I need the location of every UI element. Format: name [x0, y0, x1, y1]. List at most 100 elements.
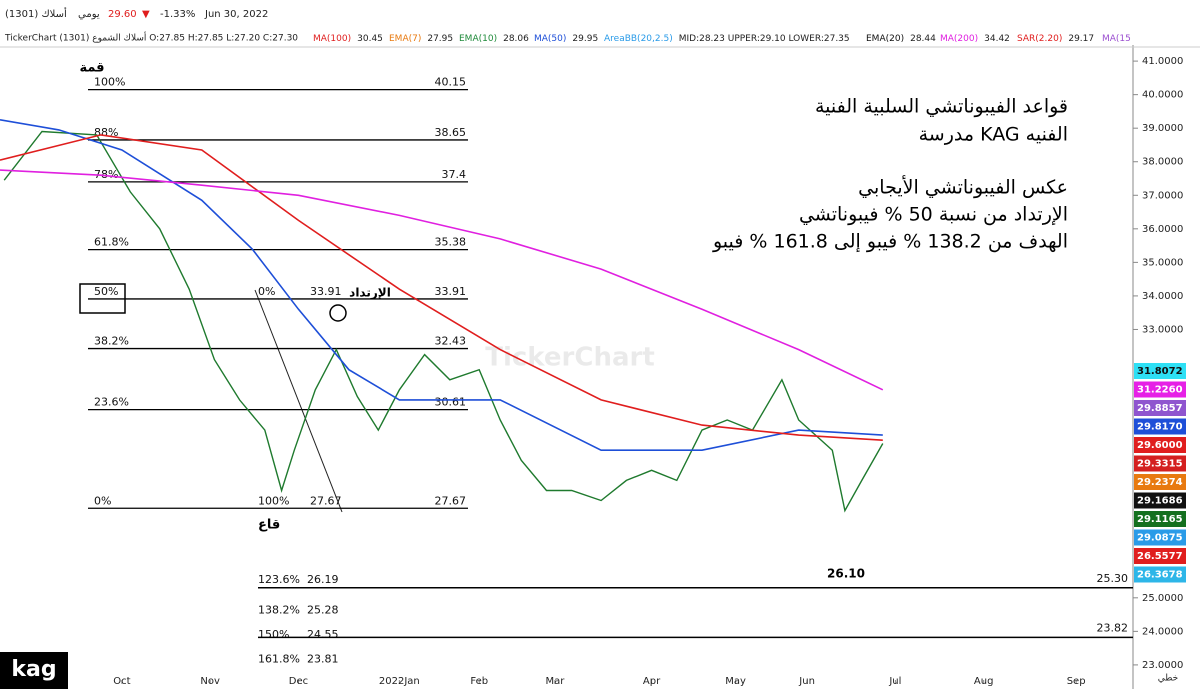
y-tick-label: 33.0000 [1142, 324, 1183, 335]
indicator-name: AreaBB(20,2.5) [604, 34, 673, 44]
fib-ext-value: 27.67 [310, 494, 342, 507]
price-label-box [1134, 400, 1186, 416]
price-label: 29.8170 [1137, 422, 1183, 433]
x-tick-label: Apr [643, 676, 661, 687]
annotation: الإرتداد من نسبة 50 % فيبوناتشي [799, 204, 1068, 226]
trend-line [99, 91, 441, 473]
fib-value-label: 38.65 [435, 126, 467, 139]
bounce-label: الإرتداد [349, 286, 391, 300]
indicator-name: EMA(10) [459, 34, 497, 44]
price-label: 29.2374 [1137, 477, 1183, 488]
change-arrow: ▼ [142, 9, 150, 20]
fib-ext-label: 161.8% [258, 653, 300, 666]
fib-ext-label: 0% [258, 285, 275, 298]
price-label-box [1134, 437, 1186, 453]
price-label-box [1134, 418, 1186, 435]
indicator: MA(15 [1102, 34, 1131, 44]
fib-ext-value: 25.28 [307, 603, 339, 616]
indicator-value: 27.95 [427, 34, 453, 44]
indicator-value: 28.44 [910, 34, 936, 44]
fib-ext-label: 100% [258, 494, 289, 507]
target-label: 23.82 [1097, 621, 1129, 634]
indicator-value: 28.06 [503, 34, 529, 44]
fib-value-label: 30.61 [435, 396, 467, 409]
y-tick-label: 36.0000 [1142, 224, 1183, 235]
price-label-box [1134, 529, 1186, 546]
fib-level-label: 78% [94, 168, 118, 181]
fib-value-label: 32.43 [435, 335, 467, 348]
x-tick-label: May [725, 676, 746, 687]
indicator-name: SAR(2.20) [1017, 34, 1062, 44]
brand: kag [11, 657, 56, 682]
series-line [0, 134, 883, 441]
price-label-box [1134, 492, 1186, 509]
fib-ext-value: 23.81 [307, 653, 339, 666]
x-tick-label: Feb [470, 676, 488, 687]
indicator-value: 29.95 [572, 34, 598, 44]
symbol-name: (1301) أسلاك [5, 7, 67, 20]
indicator: SAR(2.20) 29.17 [1017, 34, 1094, 44]
y-tick-label: 25.0000 [1142, 593, 1183, 604]
indicator-value: MID:28.23 UPPER:29.10 LOWER:27.35 [679, 34, 850, 44]
fib-level-label: 0% [94, 494, 111, 507]
price-label: 26.3678 [1137, 570, 1183, 581]
x-tick-label: Mar [545, 676, 565, 687]
x-tick-label: Sep [1067, 676, 1086, 687]
annotation: عكس الفيبوناتشي الأيجابي [858, 176, 1068, 199]
indicator: MA(100) 30.45 [313, 34, 383, 44]
y-tick-label: 39.0000 [1142, 123, 1183, 134]
last-price: 29.60 [108, 9, 137, 20]
indicator: MA(50) 29.95 [534, 34, 598, 44]
price-label-box [1134, 548, 1186, 564]
series-line [3, 130, 884, 513]
fib-ext-label: 150% [258, 628, 289, 641]
y-tick-label: 23.0000 [1142, 660, 1183, 671]
price-label: 29.0875 [1137, 533, 1183, 544]
price-label-box [1134, 455, 1186, 472]
y-tick-label: 34.0000 [1142, 291, 1183, 302]
annotation: الهدف من 138.2 % فيبو إلى 161.8 % فيبو [712, 231, 1068, 254]
indicator: EMA(20) 28.44 [866, 34, 936, 44]
bottom-label: قاع [258, 518, 280, 533]
date: Jun 30, 2022 [204, 9, 268, 20]
price-label-box [1134, 474, 1186, 490]
indicator-name: EMA(7) [389, 34, 421, 44]
x-tick-label: Aug [974, 676, 994, 687]
price-label: 29.6000 [1137, 440, 1183, 451]
price-label: 29.1686 [1137, 496, 1183, 507]
price-label-box [1134, 511, 1186, 527]
indicator-value: 34.42 [984, 34, 1010, 44]
price-label-box [1134, 381, 1186, 398]
fib-level-label: 100% [94, 76, 125, 89]
brand-box [0, 652, 68, 689]
fib-ext-label: 123.6% [258, 573, 300, 586]
y-tick-label: 38.0000 [1142, 157, 1183, 168]
fib-level-label: 50% [94, 285, 118, 298]
fib-ext-value: 26.19 [307, 573, 339, 586]
change-percent: -1.33% [160, 9, 195, 20]
fib-value-label: 40.15 [435, 76, 467, 89]
annotation: قواعد الفيبوناتشي السلبية الفنية [815, 96, 1068, 118]
indicator-name: EMA(20) [866, 34, 904, 44]
watermark: TickerChart [485, 343, 655, 373]
price-label: 29.8857 [1137, 403, 1183, 414]
top-label: قمة [79, 61, 104, 76]
ohlc-line: TickerChart أسلاك الشموع (1301) O:27.85 … [4, 32, 298, 44]
indicator-name: MA(100) [313, 34, 351, 44]
price-label: 29.3315 [1137, 459, 1183, 470]
fib-value-label: 35.38 [435, 236, 467, 249]
y-tick-label: 37.0000 [1142, 190, 1183, 201]
target-label: 25.30 [1097, 572, 1129, 585]
x-tick-label: Dec [289, 676, 308, 687]
fib-ext-value: 33.91 [310, 285, 342, 298]
fib-level-label: 23.6% [94, 396, 129, 409]
indicator-name: MA(15 [1102, 34, 1131, 44]
indicator-value: 30.45 [357, 34, 383, 44]
indicator: EMA(10) 28.06 [459, 34, 529, 44]
indicator-name: MA(200) [940, 34, 978, 44]
indicator-value: 29.17 [1068, 34, 1094, 44]
x-tick-label: Nov [200, 676, 220, 687]
annotation: مدرسة KAG الفنيه [919, 124, 1068, 146]
